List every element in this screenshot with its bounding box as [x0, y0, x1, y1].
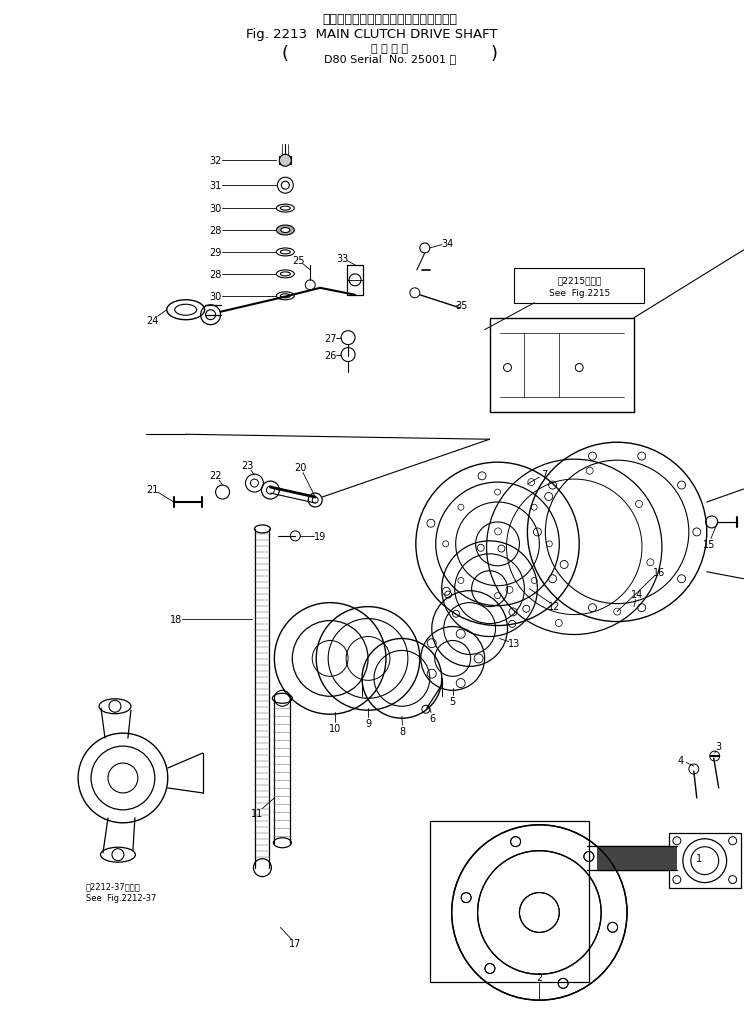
Text: 21: 21 [147, 484, 159, 494]
Bar [515, 269, 644, 303]
Text: 14: 14 [631, 589, 643, 600]
Text: 13: 13 [508, 639, 521, 649]
Bar [430, 821, 589, 983]
Text: 適 用 号 機: 適 用 号 機 [372, 43, 408, 54]
Bar [489, 318, 634, 412]
Text: 16: 16 [653, 567, 665, 577]
Text: 11: 11 [251, 808, 264, 818]
Bar [669, 833, 741, 888]
Text: 22: 22 [209, 471, 222, 480]
Text: 28: 28 [209, 225, 222, 236]
Text: Fig. 2213  MAIN CLUTCH DRIVE SHAFT: Fig. 2213 MAIN CLUTCH DRIVE SHAFT [247, 28, 498, 41]
Circle shape [279, 155, 291, 167]
Text: 30: 30 [209, 204, 222, 214]
Ellipse shape [281, 228, 290, 234]
Text: 1: 1 [696, 853, 702, 862]
Text: ): ) [491, 44, 498, 63]
Text: 30: 30 [209, 291, 222, 301]
Text: 7: 7 [541, 470, 548, 479]
Text: 34: 34 [442, 239, 454, 249]
Text: 2: 2 [536, 973, 542, 983]
Text: 26: 26 [324, 350, 336, 360]
Text: 28: 28 [209, 270, 222, 280]
Text: (: ( [282, 44, 289, 63]
Ellipse shape [276, 225, 294, 236]
Text: 20: 20 [294, 463, 306, 473]
Text: 33: 33 [336, 254, 348, 264]
Text: 19: 19 [314, 532, 326, 541]
Text: 12: 12 [548, 601, 560, 611]
Bar [347, 266, 363, 295]
Text: 24: 24 [147, 315, 159, 326]
Text: 31: 31 [209, 181, 222, 191]
Text: 17: 17 [289, 938, 302, 948]
Text: 第2215図参照: 第2215図参照 [557, 276, 601, 285]
Text: 27: 27 [324, 334, 337, 344]
Text: See  Fig.2215: See Fig.2215 [548, 289, 610, 298]
Text: 25: 25 [292, 256, 305, 266]
Text: See  Fig.2212-37: See Fig.2212-37 [86, 893, 156, 902]
Text: 4: 4 [678, 755, 684, 765]
Text: 9: 9 [365, 719, 371, 729]
Text: 23: 23 [241, 461, 253, 471]
Text: 29: 29 [209, 248, 222, 258]
Text: 3: 3 [716, 741, 722, 751]
Text: 15: 15 [703, 539, 715, 549]
Text: 5: 5 [449, 697, 456, 707]
Bar [279, 157, 291, 165]
Text: 6: 6 [430, 714, 436, 724]
Text: 10: 10 [329, 724, 341, 733]
Text: 32: 32 [209, 156, 222, 166]
Text: 35: 35 [455, 300, 468, 310]
Text: 第2212-37図参照: 第2212-37図参照 [86, 882, 141, 891]
Text: メイン　クラッチ　ドライブ　シャフト: メイン クラッチ ドライブ シャフト [323, 13, 457, 26]
Bar [597, 846, 677, 869]
Text: 18: 18 [170, 614, 182, 624]
Text: 8: 8 [400, 727, 406, 736]
Text: D80 Serial  No. 25001 ～: D80 Serial No. 25001 ～ [324, 54, 456, 64]
